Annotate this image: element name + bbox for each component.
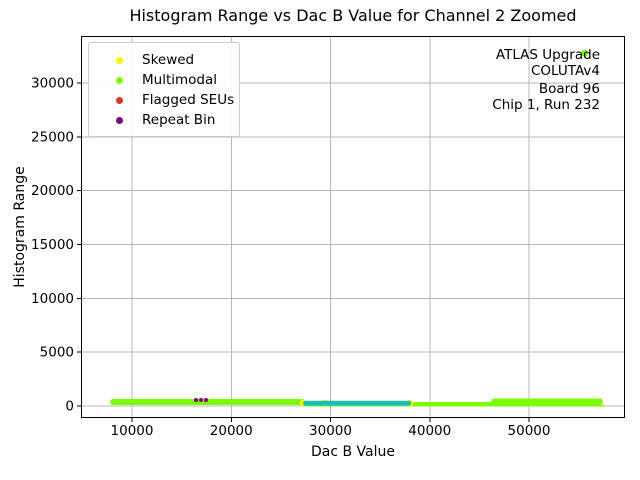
y-tick-label: 20000	[31, 183, 74, 199]
legend-marker-icon	[116, 116, 123, 124]
y-axis-label: Histogram Range	[12, 166, 28, 288]
annotation-line: ATLAS Upgrade	[495, 47, 600, 63]
multimodal-outlier-point	[581, 49, 589, 57]
y-tick-label: 30000	[31, 76, 74, 92]
legend: Skewed Multimodal Flagged SEUs Repeat Bin	[88, 42, 240, 137]
x-tick-label: 40000	[408, 423, 451, 439]
legend-item-skewed: Skewed	[97, 50, 231, 70]
repeat-bin-point	[198, 397, 203, 402]
multimodal-band	[110, 399, 305, 406]
chart-title: Histogram Range vs Dac B Value for Chann…	[129, 6, 577, 25]
cyan-line-segment	[303, 400, 412, 406]
x-tick-label: 30000	[309, 423, 352, 439]
y-tick-label: 5000	[40, 345, 74, 361]
annotation-line: COLUTAv4	[530, 62, 600, 79]
legend-item-repeat-bin: Repeat Bin	[97, 110, 231, 130]
legend-marker-icon	[116, 96, 123, 104]
multimodal-band	[491, 398, 603, 405]
legend-marker-icon	[116, 76, 123, 84]
x-tick-label: 20000	[210, 423, 253, 439]
y-tick-label: 0	[65, 398, 74, 414]
x-tick-label: 10000	[111, 423, 154, 439]
y-tick-label: 15000	[31, 237, 74, 253]
legend-item-flagged-seus: Flagged SEUs	[97, 90, 235, 110]
legend-item-multimodal: Multimodal	[97, 70, 231, 90]
x-axis-label: Dac B Value	[310, 444, 395, 460]
x-tick-label: 50000	[508, 423, 551, 439]
legend-marker-icon	[116, 56, 123, 64]
legend-label: Multimodal	[142, 72, 218, 88]
axes-spines	[81, 36, 625, 418]
repeat-bin-point	[194, 397, 199, 402]
repeat-bin-point	[204, 397, 209, 402]
annotation-line: Board 96	[538, 81, 600, 97]
y-tick-label: 25000	[31, 129, 74, 145]
legend-label: Skewed	[142, 52, 195, 68]
annotation-text: ATLAS Upgrade COLUTAv4 Board 96 Chip 1, Run…	[492, 47, 600, 113]
legend-label: Repeat Bin	[142, 112, 216, 128]
annotation-line: Chip 1, Run 232	[492, 96, 600, 113]
legend-label: Flagged SEUs	[142, 92, 235, 108]
multimodal-band	[410, 401, 495, 406]
y-tick-label: 10000	[31, 291, 74, 307]
